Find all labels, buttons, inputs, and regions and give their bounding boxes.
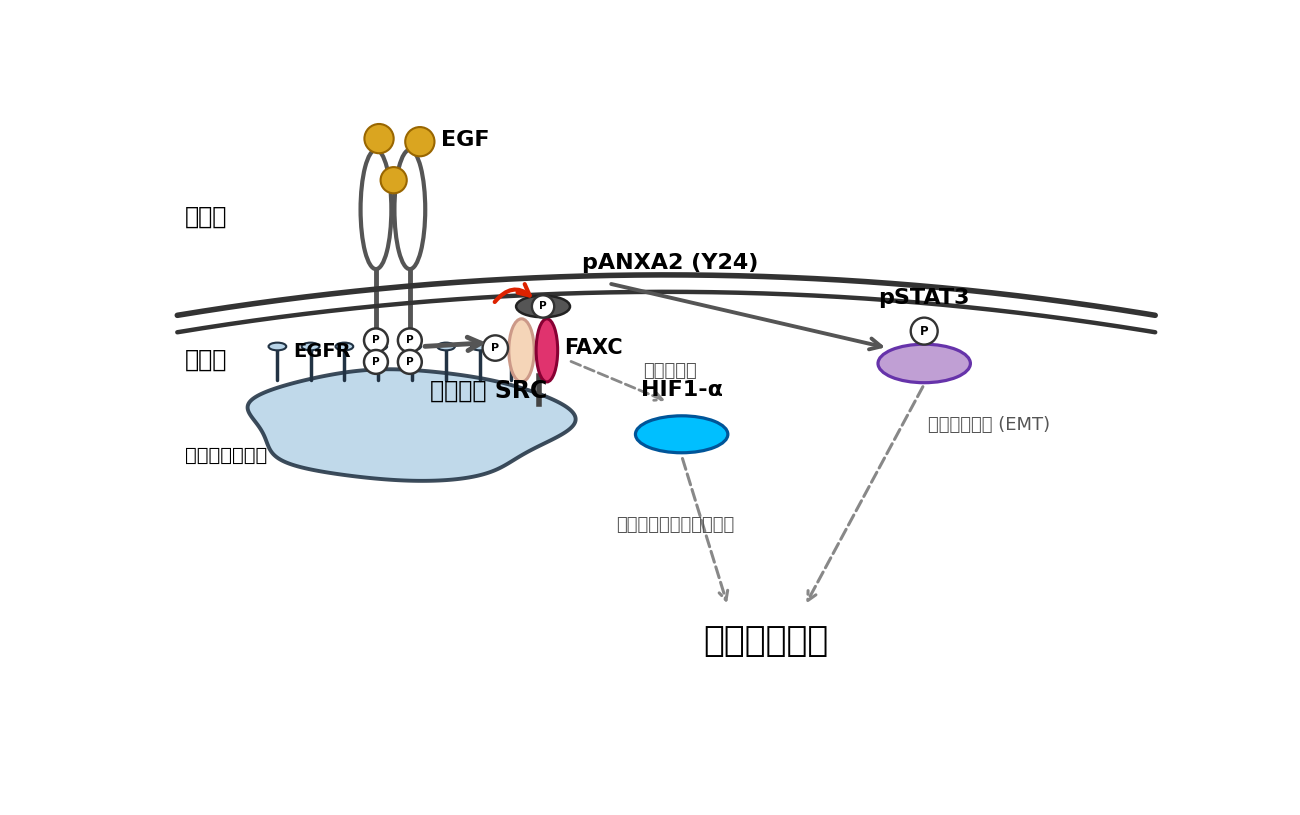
Ellipse shape [403,342,421,350]
Text: 細胞外: 細胞外 [185,205,228,229]
Ellipse shape [502,342,520,350]
Ellipse shape [269,342,286,350]
Text: 活性化型 SRC: 活性化型 SRC [430,379,547,403]
Ellipse shape [335,342,354,350]
Text: ミトコンドリア: ミトコンドリア [185,447,268,465]
Ellipse shape [516,296,569,317]
Text: P: P [406,335,413,346]
Ellipse shape [878,344,970,383]
Text: EGF: EGF [441,130,489,150]
Circle shape [364,124,394,153]
Text: 低酸素環境: 低酸素環境 [644,362,697,380]
Polygon shape [247,369,576,481]
Text: P: P [372,357,380,367]
Text: 低酸素環境に対する応答: 低酸素環境に対する応答 [616,516,734,534]
Circle shape [406,127,434,156]
Text: HIF1-α: HIF1-α [641,380,723,399]
Circle shape [398,328,421,352]
Text: P: P [540,302,547,311]
Ellipse shape [394,150,425,269]
Ellipse shape [302,342,320,350]
Circle shape [381,167,407,193]
Text: P: P [372,335,380,346]
Ellipse shape [437,342,455,350]
Ellipse shape [360,150,391,269]
FancyArrowPatch shape [495,284,529,302]
Text: P: P [406,357,413,367]
Ellipse shape [636,416,728,453]
Text: EGFR: EGFR [292,342,351,361]
Circle shape [911,318,937,345]
Circle shape [482,335,508,361]
Text: P: P [491,343,499,353]
Text: 上皮間葉転換 (EMT): 上皮間葉転換 (EMT) [928,416,1050,434]
Ellipse shape [508,319,534,382]
Ellipse shape [536,319,558,382]
Text: 細胞質: 細胞質 [185,348,228,372]
Text: FAXC: FAXC [564,338,623,358]
Text: P: P [920,324,928,337]
Circle shape [532,295,554,318]
Text: pANXA2 (Y24): pANXA2 (Y24) [581,253,758,273]
Circle shape [364,350,387,374]
Ellipse shape [369,342,387,350]
Text: 胆管癌の進展: 胆管癌の進展 [703,623,829,658]
Text: pSTAT3: pSTAT3 [879,288,970,308]
Circle shape [364,328,387,352]
Circle shape [398,350,421,374]
Ellipse shape [471,342,489,350]
